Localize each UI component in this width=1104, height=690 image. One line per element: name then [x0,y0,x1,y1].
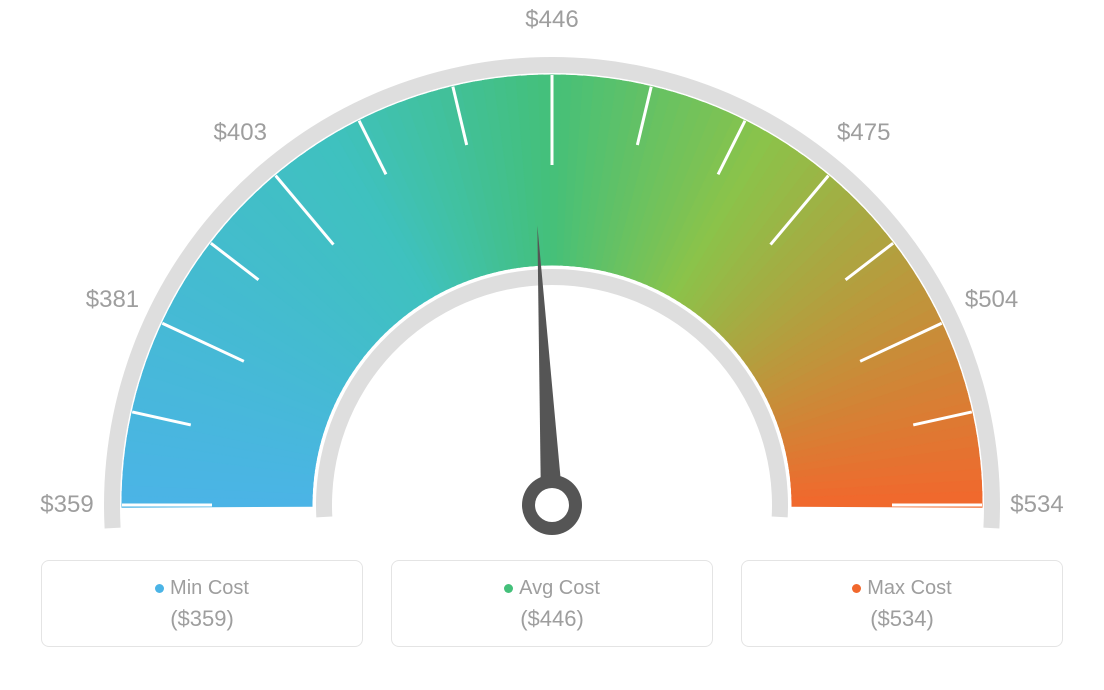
min-cost-dot [155,584,164,593]
cost-legend-row: Min Cost ($359) Avg Cost ($446) Max Cost… [0,560,1104,667]
avg-cost-title: Avg Cost [392,577,712,600]
avg-cost-label: Avg Cost [519,577,600,599]
gauge-tick-label: $504 [965,286,1018,314]
max-cost-box: Max Cost ($534) [741,560,1063,647]
gauge-tick-label: $359 [40,491,93,519]
avg-cost-box: Avg Cost ($446) [391,560,713,647]
gauge-tick-label: $534 [1010,491,1063,519]
min-cost-label: Min Cost [170,577,249,599]
max-cost-label: Max Cost [867,577,951,599]
gauge-svg [0,0,1104,560]
gauge-tick-label: $475 [837,119,890,147]
gauge-tick-label: $446 [525,6,578,34]
max-cost-value: ($534) [742,606,1062,632]
avg-cost-dot [504,584,513,593]
min-cost-title: Min Cost [42,577,362,600]
cost-gauge-chart: $359 $381 $403 $446 $475 $504 $534 [0,0,1104,560]
avg-cost-value: ($446) [392,606,712,632]
min-cost-value: ($359) [42,606,362,632]
min-cost-box: Min Cost ($359) [41,560,363,647]
gauge-tick-label: $381 [86,286,139,314]
max-cost-title: Max Cost [742,577,1062,600]
gauge-tick-label: $403 [214,119,267,147]
max-cost-dot [852,584,861,593]
